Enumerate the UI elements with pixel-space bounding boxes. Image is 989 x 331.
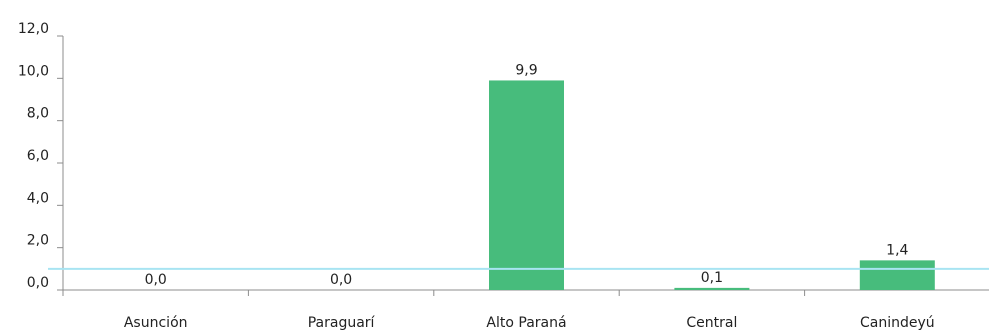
y-tick-label: 6,0	[27, 148, 49, 164]
bar	[859, 260, 935, 290]
x-axis: Asunción Paraguarí Alto Paraná Central Canin…	[62, 289, 989, 331]
bars	[489, 80, 935, 290]
y-tick-label: 0,0	[27, 275, 49, 291]
y-tick-label: 4,0	[27, 190, 49, 206]
x-category-label: Paraguarí	[308, 315, 376, 331]
y-tick-label: 8,0	[27, 106, 49, 122]
data-label: 0,0	[330, 272, 352, 288]
y-tick-label: 2,0	[27, 233, 49, 249]
data-labels: 0,0 0,0 9,9 0,1 1,4	[145, 62, 909, 288]
bar	[489, 80, 564, 290]
bar	[674, 287, 750, 290]
y-tick-label: 12,0	[18, 21, 49, 37]
data-label: 0,1	[701, 270, 723, 286]
data-label: 9,9	[515, 62, 537, 78]
x-category-label: Asunción	[124, 315, 188, 331]
data-label: 1,4	[886, 242, 908, 258]
y-tick-label: 10,0	[18, 63, 49, 79]
x-category-label: Canindeyú	[860, 315, 935, 331]
x-category-label: Alto Paraná	[486, 315, 566, 331]
x-category-label: Central	[686, 315, 737, 331]
data-label: 0,0	[145, 272, 167, 288]
y-axis: 0,0 2,0 4,0 6,0 8,0 10,0 12,0	[18, 21, 64, 296]
